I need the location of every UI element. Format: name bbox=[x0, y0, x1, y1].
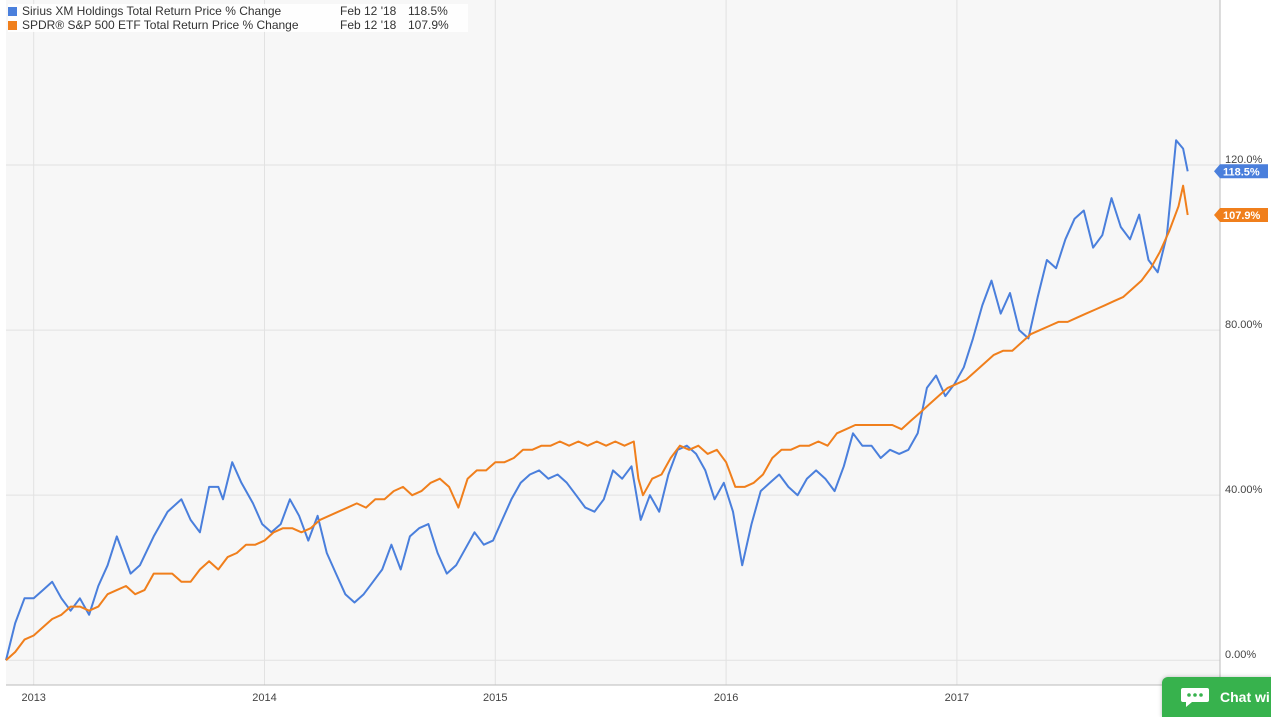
legend-value-sirius: 118.5% bbox=[408, 4, 448, 18]
legend-row-sirius: Sirius XM Holdings Total Return Price % … bbox=[8, 4, 468, 18]
x-tick-label: 2017 bbox=[945, 692, 969, 704]
y-tick-label: 80.00% bbox=[1225, 319, 1263, 331]
chat-label: Chat wi bbox=[1220, 689, 1270, 705]
x-tick-label: 2016 bbox=[714, 692, 738, 704]
legend-row-spy: SPDR® S&P 500 ETF Total Return Price % C… bbox=[8, 18, 468, 32]
legend-value-spy: 107.9% bbox=[408, 18, 449, 32]
legend-name-sirius: Sirius XM Holdings Total Return Price % … bbox=[22, 4, 282, 18]
legend-swatch-spy bbox=[8, 20, 17, 30]
x-tick-label: 2014 bbox=[252, 692, 276, 704]
legend-date-spy: Feb 12 '18 bbox=[340, 18, 397, 32]
x-tick-label: 2015 bbox=[483, 692, 507, 704]
legend-name-spy: SPDR® S&P 500 ETF Total Return Price % C… bbox=[22, 18, 299, 32]
legend-date-sirius: Feb 12 '18 bbox=[340, 4, 397, 18]
y-tick-label: 0.00% bbox=[1225, 649, 1256, 661]
legend-swatch-sirius bbox=[8, 6, 17, 16]
chart-legend: Sirius XM Holdings Total Return Price % … bbox=[8, 4, 468, 32]
series-line-1 bbox=[5, 139, 1189, 661]
x-tick-label: 2013 bbox=[21, 692, 45, 704]
series-line-2 bbox=[5, 184, 1189, 661]
chat-button[interactable]: Chat wi bbox=[1162, 677, 1271, 717]
y-tick-label: 40.00% bbox=[1225, 484, 1263, 496]
plot-area bbox=[6, 0, 1220, 685]
end-value-label-1: 118.5% bbox=[1223, 166, 1260, 178]
y-tick-label: 120.0% bbox=[1225, 154, 1263, 166]
chat-bubble-icon bbox=[1181, 688, 1209, 707]
end-value-tag-1 bbox=[1214, 164, 1268, 179]
end-value-label-2: 107.9% bbox=[1223, 210, 1261, 222]
end-value-tag-2 bbox=[1214, 207, 1268, 222]
